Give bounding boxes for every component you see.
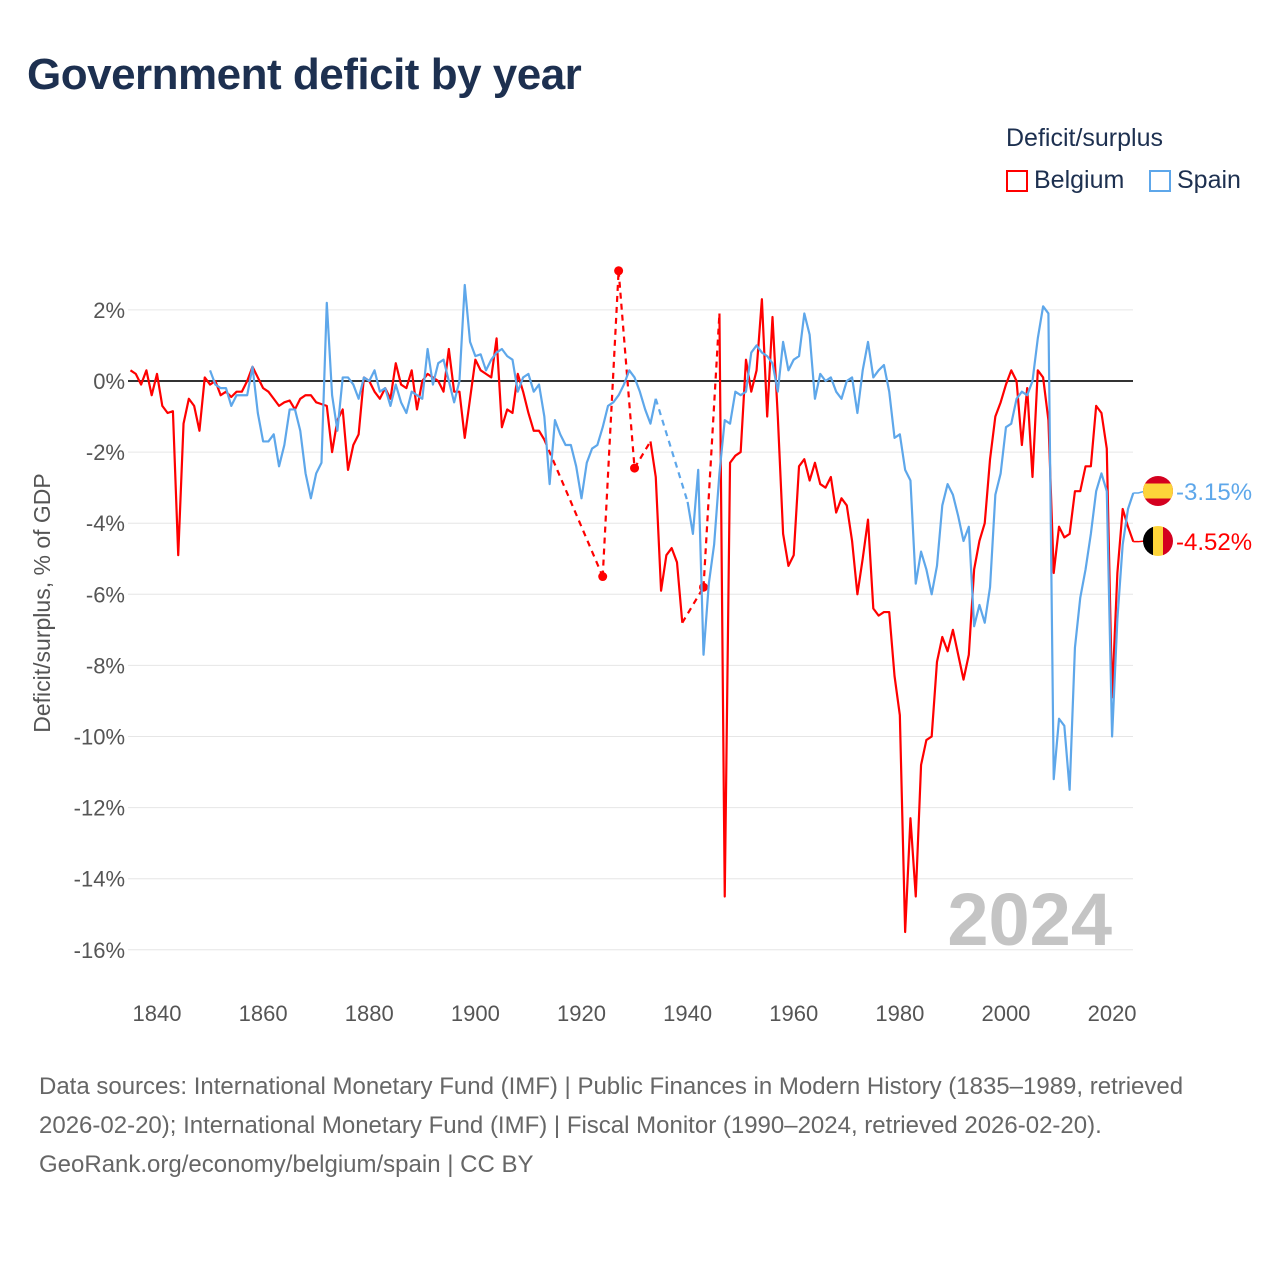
page-title: Government deficit by year xyxy=(27,50,582,99)
y-tick-label: -16% xyxy=(74,938,125,963)
gap-connector xyxy=(681,586,705,624)
flag-red xyxy=(1163,526,1173,556)
x-tick-label: 1900 xyxy=(451,1001,500,1026)
y-tick-label: -8% xyxy=(86,653,125,678)
legend-label-belgium: Belgium xyxy=(1034,166,1125,194)
x-tick-label: 1940 xyxy=(663,1001,712,1026)
flag-yellow xyxy=(1153,526,1163,556)
flag-yellow xyxy=(1143,483,1173,499)
x-tick-label: 1960 xyxy=(769,1001,818,1026)
gap-connector xyxy=(601,270,620,577)
y-tick-label: 2% xyxy=(93,298,125,323)
x-tick-label: 1980 xyxy=(875,1001,924,1026)
flag-fill xyxy=(1143,476,1173,506)
flag-black xyxy=(1143,526,1153,556)
footer: Data sources: International Monetary Fun… xyxy=(39,1067,1239,1184)
flag-fill xyxy=(1143,526,1173,556)
x-tick-label: 1920 xyxy=(557,1001,606,1026)
series-line xyxy=(686,305,1135,791)
legend-item-spain[interactable]: Spain xyxy=(1149,166,1241,195)
legend-swatch-belgium xyxy=(1006,169,1028,192)
belgium-flag xyxy=(1143,526,1173,556)
gap-connector xyxy=(654,398,689,503)
deficit-line-chart: 2% 0% -2% -4% -6% -8% -10% -12% -14% -16% 1840 1860… xyxy=(29,266,1252,1026)
end-value-label: -4.52% xyxy=(1176,529,1252,556)
gap-connector xyxy=(702,313,721,588)
y-tick-label: -12% xyxy=(74,796,125,821)
year-watermark: 2024 xyxy=(947,878,1112,961)
x-tick-label: 2020 xyxy=(1088,1001,1137,1026)
y-tick-label: -2% xyxy=(86,440,125,465)
series-spain xyxy=(209,283,1135,791)
legend-swatch-spain xyxy=(1149,169,1171,192)
x-tick-label: 1880 xyxy=(345,1001,394,1026)
legend-title: Deficit/surplus xyxy=(1006,124,1163,152)
credit-link[interactable]: GeoRank.org/economy/belgium/spain | CC B… xyxy=(39,1151,534,1178)
y-tick-label: -14% xyxy=(74,867,125,892)
y-tick-label: -4% xyxy=(86,511,125,536)
gap-connector xyxy=(543,439,604,577)
spain-flag xyxy=(1143,476,1173,506)
x-tick-label: 1860 xyxy=(239,1001,288,1026)
x-tick-label: 1840 xyxy=(133,1001,182,1026)
series-line xyxy=(129,337,546,557)
x-tick-label: 2000 xyxy=(981,1001,1030,1026)
legend-label-spain: Spain xyxy=(1177,166,1241,194)
series-line xyxy=(209,283,657,500)
legend-item-belgium[interactable]: Belgium xyxy=(1006,166,1124,195)
end-value-label: -3.15% xyxy=(1176,479,1252,506)
y-tick-label: 0% xyxy=(93,369,125,394)
series-line xyxy=(649,441,684,623)
series-line xyxy=(718,298,1135,934)
y-axis-title: Deficit/surplus, % of GDP xyxy=(29,473,55,732)
series-belgium xyxy=(129,266,1135,934)
y-tick-label: -6% xyxy=(86,582,125,607)
end-label-belgium: -4.52% xyxy=(1133,526,1252,556)
y-tick-label: -10% xyxy=(74,725,125,750)
data-sources: Data sources: International Monetary Fun… xyxy=(39,1073,1184,1139)
gap-connector xyxy=(617,270,636,469)
end-label-spain: -3.15% xyxy=(1133,476,1252,506)
gap-connector xyxy=(633,440,652,469)
